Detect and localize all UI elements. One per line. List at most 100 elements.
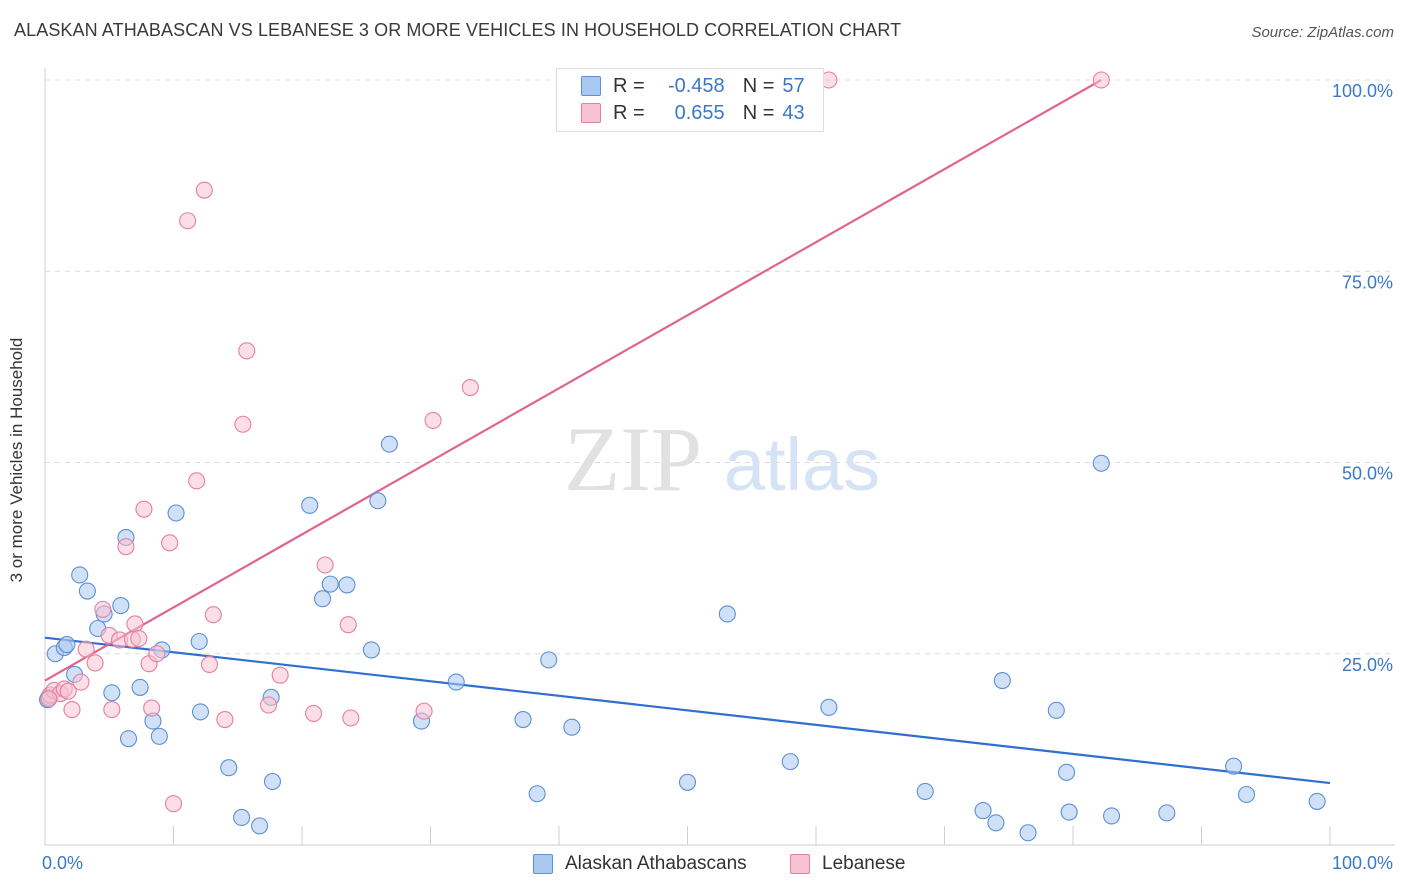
lebanese-point [161, 534, 179, 552]
alaskan-point [131, 678, 149, 696]
bottom-legend-alaskan: Alaskan Athabascans [533, 850, 747, 878]
bottom-legend-label: Lebanese [822, 853, 906, 874]
lebanese-point [461, 378, 479, 397]
lebanese-point [271, 666, 289, 684]
alaskan-point [974, 802, 992, 820]
alaskan-point [563, 718, 581, 736]
y-tick-label: 50.0% [1342, 464, 1393, 484]
lebanese-point [130, 629, 148, 648]
bottom-legend-lebanese: Lebanese [790, 850, 905, 878]
alaskan-point [233, 808, 251, 827]
y-tick-label: 75.0% [1342, 272, 1393, 292]
alaskan-point [781, 753, 799, 771]
lebanese-point [86, 654, 104, 672]
y-tick-label: 100.0% [1332, 81, 1393, 101]
alaskan-point [71, 566, 89, 584]
trendlines [44, 79, 1331, 785]
alaskan-trendline [44, 636, 1331, 785]
alaskan-point [987, 814, 1005, 832]
lebanese-point [143, 699, 161, 717]
lebanese-point [77, 640, 95, 658]
bottom-swatch-pink [790, 854, 810, 874]
watermark-zip: ZIP [564, 408, 702, 510]
x-tick-label: 0.0% [42, 853, 83, 873]
lebanese-point [117, 538, 135, 556]
lebanese-point [164, 795, 183, 813]
axis-layer [44, 68, 1395, 846]
alaskan-point [820, 698, 838, 716]
lebanese-point [59, 682, 77, 700]
lebanese-point [148, 645, 166, 663]
legend-r-label: R = [613, 74, 645, 97]
alaskan-point [1019, 824, 1037, 842]
alaskan-point [338, 576, 356, 594]
source-credit: Source: ZipAtlas.com [1251, 24, 1394, 41]
chart-title: ALASKAN ATHABASCAN VS LEBANESE 3 OR MORE… [14, 20, 902, 40]
lebanese-point [63, 701, 81, 719]
lebanese-point [415, 702, 433, 720]
lebanese-point [234, 415, 252, 433]
lebanese-point [204, 606, 222, 624]
legend-r-value: -0.458 [667, 74, 725, 97]
lebanese-point [1092, 71, 1110, 89]
lebanese-point [195, 181, 213, 199]
watermark-atlas: atlas [724, 423, 880, 506]
lebanese-point [94, 600, 112, 618]
alaskan-point [1058, 763, 1076, 781]
alaskan-point [1103, 807, 1121, 825]
alaskan-point [678, 773, 697, 791]
alaskan-point [1158, 804, 1176, 822]
data-points [39, 71, 1326, 842]
lebanese-point [316, 556, 334, 574]
alaskan-point [528, 785, 546, 803]
grid-layer [45, 79, 1395, 655]
alaskan-point [362, 641, 380, 659]
lebanese-trendline [44, 79, 1102, 682]
lebanese-point [305, 704, 323, 722]
alaskan-point [112, 597, 130, 615]
alaskan-point [263, 772, 281, 791]
lebanese-point [40, 690, 58, 708]
alaskan-point [1060, 803, 1078, 821]
legend-swatch-blue [581, 76, 601, 96]
lebanese-point [339, 616, 357, 634]
x-tick-label: 100.0% [1332, 853, 1393, 873]
alaskan-point [1092, 454, 1110, 472]
alaskan-point [58, 636, 76, 654]
alaskan-point [167, 504, 185, 522]
alaskan-point [220, 759, 238, 777]
alaskan-point [314, 590, 332, 608]
alaskan-point [251, 817, 269, 835]
lebanese-point [424, 411, 442, 429]
alaskan-point [540, 651, 558, 669]
alaskan-point [150, 727, 168, 745]
alaskan-point [369, 492, 387, 510]
legend-r-value: 0.655 [674, 101, 725, 124]
alaskan-point [78, 582, 96, 600]
lebanese-point [260, 696, 278, 714]
legend-n-label: N = [742, 101, 775, 124]
legend-n-label: N = [742, 74, 775, 97]
legend-row-lebanese: R = 0.655 N = 43 [581, 100, 805, 126]
alaskan-point [447, 673, 465, 691]
alaskan-point [119, 730, 138, 748]
alaskan-point [1225, 757, 1243, 775]
tick-labels: 25.0% 50.0% 75.0% 100.0% 0.0% 100.0% [42, 81, 1393, 873]
alaskan-point [993, 671, 1011, 690]
alaskan-point [1308, 792, 1326, 810]
legend-n-value: 57 [782, 74, 805, 97]
alaskan-point [718, 605, 736, 623]
y-axis-label: 3 or more Vehicles in Household [7, 337, 26, 583]
lebanese-point [179, 212, 197, 230]
lebanese-point [103, 701, 121, 719]
legend-swatch-pink [581, 103, 601, 123]
legend-r-label: R = [613, 101, 645, 124]
bottom-swatch-blue [533, 854, 553, 874]
alaskan-point [103, 684, 121, 702]
alaskan-point [301, 496, 319, 514]
lebanese-point [135, 500, 153, 518]
legend-n-value: 43 [782, 101, 805, 124]
bottom-legend-label: Alaskan Athabascans [565, 853, 747, 874]
watermark: ZIP atlas [564, 408, 880, 510]
